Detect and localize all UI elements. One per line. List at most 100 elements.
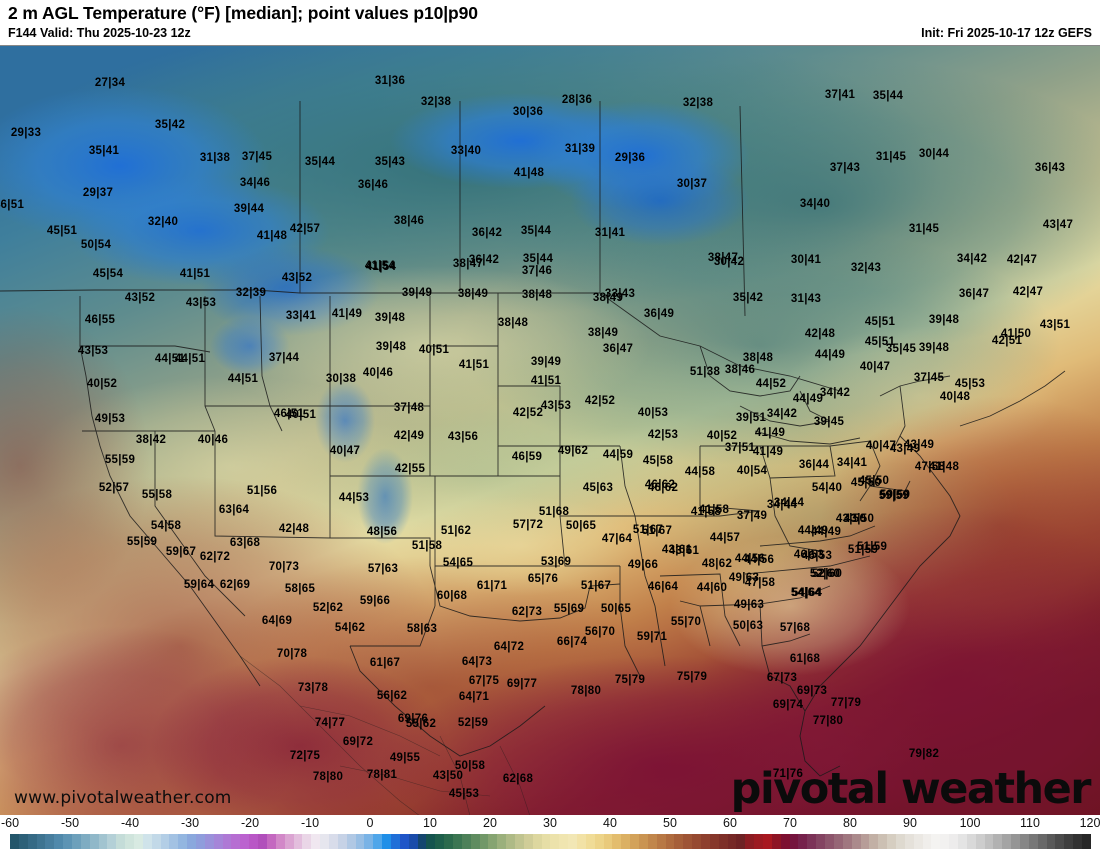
colorbar-tick: 40 [603,816,617,830]
colorbar-cell [949,834,958,849]
colorbar-cell [54,834,64,849]
colorbar-cell [568,834,577,849]
colorbar-cell [337,834,347,849]
colorbar-tick: -50 [60,816,80,830]
colorbar-cell [718,834,728,849]
colorbar-cell [390,834,400,849]
colorbar-tick: 50 [663,816,677,830]
colorbar-cell [621,834,631,849]
colorbar-cell [647,834,657,849]
colorbar-cell [452,834,462,849]
colorbar-cell [603,834,613,849]
colorbar-cell [382,834,391,849]
colorbar-cell [771,834,781,849]
colorbar-cell [816,834,826,849]
colorbar-cell [196,834,205,849]
colorbar-cell [1002,834,1012,849]
colorbar-cell [417,834,427,849]
colorbar-tick: 60 [723,816,737,830]
colorbar-cell [275,834,285,849]
temperature-map[interactable]: 27|34 29|33 35|41 35|42 31|38 37|45 35|44 29|37… [0,45,1100,816]
colorbar-cell [532,834,542,849]
colorbar-cell [169,834,179,849]
colorbar-cell [984,834,994,849]
colorbar-cell [213,834,223,849]
colorbar-cell [665,834,675,849]
colorbar-cell [355,834,365,849]
colorbar-cell [763,834,772,849]
colorbar-cell [27,834,37,849]
colorbar-cell [1011,834,1020,849]
map-header: 2 m AGL Temperature (°F) [median]; point… [0,0,1100,45]
colorbar-tick: 20 [483,816,497,830]
colorbar-cell [364,834,374,849]
colorbar-cell [1037,834,1047,849]
colorbar-cell [80,834,90,849]
colorbar-cell [1064,834,1074,849]
map-raster [0,46,1100,816]
colorbar-cell [1046,834,1056,849]
colorbar-tick: 0 [366,816,374,830]
colorbar-cell [851,834,861,849]
colorbar-cell [160,834,170,849]
colorbar-cell [408,834,418,849]
colorbar-cell [142,834,152,849]
colorbar-cell [116,834,126,849]
political-boundaries [0,101,1066,816]
colorbar-cell [426,834,436,849]
colorbar-cell [514,834,524,849]
colorbar-cell [887,834,896,849]
colorbar-cell [878,834,888,849]
colorbar-cell [284,834,294,849]
colorbar-cell [240,834,250,849]
colorbar-cell [612,834,622,849]
colorbar-cell [922,834,932,849]
colorbar-cell [895,834,905,849]
colorbar-cell [346,834,356,849]
colorbar-cell [204,834,214,849]
colorbar-cell [1073,834,1082,849]
brand-watermark: pivotal weather [730,764,1092,814]
colorbar-cell [1019,834,1029,849]
colorbar-cell [692,834,702,849]
colorbar-gradient [10,834,1091,849]
colorbar-cell [550,834,560,849]
colorbar-cell [187,834,197,849]
colorbar-cell [222,834,232,849]
colorbar-cell [594,834,604,849]
colorbar-tick: 80 [843,816,857,830]
colorbar-cell [807,834,817,849]
colorbar-cell [754,834,764,849]
colorbar-cell [89,834,99,849]
colorbar-cell [1081,834,1091,849]
colorbar-cell [18,834,28,849]
colorbar-cell [497,834,507,849]
colorbar-cell [940,834,950,849]
colorbar[interactable]: -60 -50 -40 -30 -20 -10 0 10 20 30 40 50 60 70 80 90 100… [0,815,1100,850]
colorbar-cell [320,834,329,849]
colorbar-cell [674,834,684,849]
colorbar-cell [399,834,409,849]
colorbar-cell [373,834,383,849]
colorbar-cell [444,834,453,849]
colorbar-tick: -30 [180,816,200,830]
colorbar-cell [302,834,312,849]
colorbar-tick: 70 [783,816,797,830]
colorbar-cell [975,834,985,849]
colorbar-cell [904,834,914,849]
colorbar-tick: -60 [0,816,20,830]
colorbar-cell [727,834,737,849]
colorbar-cell [470,834,480,849]
colorbar-cell [461,834,471,849]
colorbar-cell [957,834,967,849]
colorbar-cell [789,834,799,849]
colorbar-cell [842,834,852,849]
colorbar-cell [736,834,746,849]
colorbar-cell [577,834,586,849]
colorbar-cell [249,834,259,849]
colorbar-cell [45,834,55,849]
colorbar-cell [993,834,1003,849]
site-url-watermark: www.pivotalweather.com [14,788,232,808]
colorbar-cell [36,834,46,849]
